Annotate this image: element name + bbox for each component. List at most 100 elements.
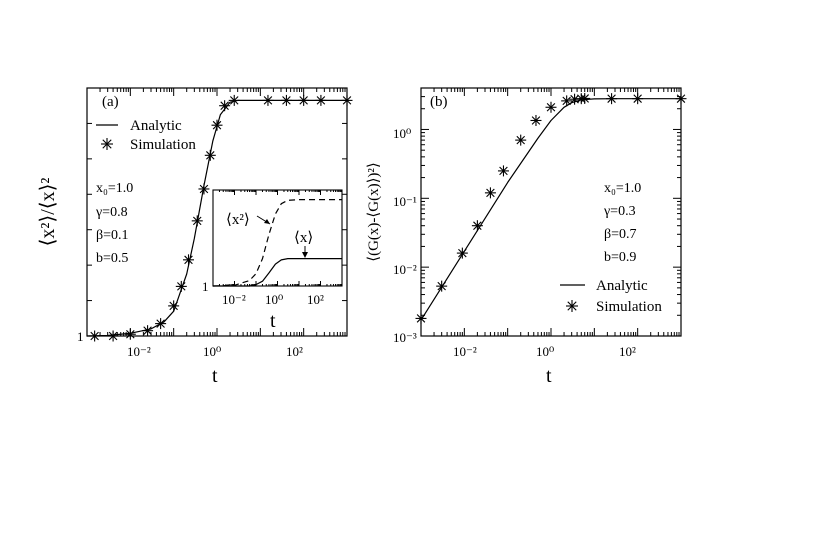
panel-a-series-1-point: [280, 94, 292, 106]
panel-a-param-gamma: γ=0.8: [95, 205, 128, 220]
panel-b-param-gamma: γ=0.3: [603, 204, 636, 219]
panel-a-series-1-point-stroke: [299, 96, 308, 105]
panel-b-xtick-2: 10²: [619, 344, 636, 359]
panel-a: (a) 1 10⁻² 10⁰ 10² t ⟨x²⟩/⟨x⟩² Analytic …: [37, 87, 353, 387]
panel-b-params: x₀=1.0 γ=0.3 β=0.7 b=0.9: [603, 181, 641, 265]
panel-a-param-b: b=0.5: [96, 251, 128, 266]
panel-b-legend-star-stroke: [567, 301, 577, 311]
panel-a-series-1-point-stroke: [90, 331, 99, 341]
panel-a-legend-star-stroke: [102, 139, 112, 149]
panel-a-series-1-point-stroke: [108, 331, 118, 341]
panel-b-series-1-point-stroke: [458, 248, 467, 258]
panel-a-series-1-point: [155, 318, 167, 330]
panel-b-series-1-point-stroke: [416, 314, 426, 323]
panel-b-series-1-point-stroke: [486, 188, 495, 198]
panel-a-ytick-1: 1: [77, 329, 84, 344]
panel-b-param-x0: x₀=1.0: [604, 181, 641, 196]
panel-b-series-1-point: [561, 95, 573, 107]
panel-a-series-1-point: [219, 100, 231, 112]
panel-a-axis-ticks: [86, 88, 348, 336]
panel-a-series-1-point-stroke: [282, 96, 291, 105]
panel-a-series-1-point: [315, 94, 327, 106]
panel-b-legend-simulation: Simulation: [596, 299, 662, 315]
panel-b-series-1-point: [530, 114, 542, 126]
panel-a-param-x0: x₀=1.0: [96, 181, 133, 196]
panel-a-series-1-point-stroke: [342, 96, 352, 105]
panel-a-series-1-point: [341, 94, 353, 106]
panel-a-series-1-point: [107, 330, 119, 342]
inset-arrows: [256, 215, 308, 258]
panel-a-legend-asterisk: [101, 138, 113, 150]
panel-b-series-1-point: [484, 187, 496, 199]
panel-b-series-1-point-stroke: [516, 135, 525, 145]
panel-a-series-1-point-stroke: [192, 216, 202, 226]
panel-b-series-1-point: [497, 165, 509, 177]
panel-b-series-1-point: [569, 93, 581, 105]
panel-a-xtick-0: 10⁻²: [127, 344, 151, 359]
panel-a-ylabel: ⟨x²⟩/⟨x⟩²: [37, 178, 59, 247]
panel-b-series-1-point: [632, 93, 644, 105]
panel-b-series-1-point-stroke: [633, 94, 642, 103]
panel-a-inset-frame: [212, 189, 343, 287]
panel-a-series-1-point: [142, 325, 154, 337]
panel-a-series-1-point-stroke: [220, 101, 229, 110]
panel-a-series-1-point-stroke: [184, 255, 193, 265]
panel-a-param-beta: β=0.1: [96, 228, 129, 243]
panel-b-series-1-point-stroke: [531, 116, 541, 125]
panel-b-series-1-point: [606, 93, 618, 105]
panel-b-ytick-2: 10⁻¹: [393, 194, 417, 209]
panel-b-series-1-point-stroke: [580, 94, 589, 103]
panel-b-series-1-point: [579, 92, 591, 104]
panel-a-inset: 1 10⁻² 10⁰ 10² t ⟨x²⟩ ⟨x⟩: [202, 189, 343, 332]
panel-b-series-1-point-stroke: [499, 166, 508, 176]
panel-b-series-1-point: [675, 93, 687, 105]
panel-b-axis-ticks: [420, 87, 682, 337]
panel-b-series-1-point-stroke: [607, 94, 616, 103]
panel-a-series-1-point-stroke: [126, 329, 135, 339]
panel-a-series-1-point: [89, 330, 101, 342]
panel-b-param-beta: β=0.7: [604, 227, 637, 242]
panel-b-xtick-1: 10⁰: [536, 344, 554, 359]
panel-a-series-1-point: [124, 328, 136, 340]
panel-b-param-b: b=0.9: [604, 250, 636, 265]
panel-a-series-1-point-stroke: [316, 96, 326, 105]
panel-b-series-1-point: [415, 312, 427, 324]
panel-a-xtick-1: 10⁰: [203, 344, 221, 359]
panel-a-series-1-point-stroke: [206, 151, 215, 160]
panel-b-series-1-point: [545, 101, 557, 113]
inset-annotation-x: ⟨x⟩: [294, 230, 313, 246]
panel-b-series-1-point: [515, 134, 527, 146]
panel-a-series-1-point: [168, 300, 180, 312]
inset-xtick-1: 10⁰: [265, 292, 283, 307]
panel-a-params: x₀=1.0 γ=0.8 β=0.1 b=0.5: [95, 181, 133, 266]
panel-a-legend: Analytic Simulation: [96, 118, 196, 153]
panel-b-series-1-point: [471, 220, 483, 232]
panel-a-series-1-point-stroke: [263, 96, 273, 105]
panel-b-series-1-point-stroke: [546, 102, 556, 112]
panel-b-xlabel: t: [546, 365, 552, 387]
panel-b-label: (b): [430, 94, 448, 110]
panel-b-ytick-1: 10⁻²: [393, 262, 417, 277]
inset-series-0-line: [212, 199, 342, 287]
panel-a-series-1-point: [262, 94, 274, 106]
panel-a-series-1-point-stroke: [229, 96, 239, 105]
panel-a-series-1-point: [183, 254, 195, 266]
panel-b-plot-area: [415, 92, 687, 324]
panel-b-series-1-point-stroke: [676, 94, 686, 103]
panel-b: (b) 10⁻³ 10⁻² 10⁻¹ 10⁰ 10⁻² 10⁰ 10² t ⟨(…: [366, 87, 687, 387]
inset-arrowhead-x: [302, 252, 308, 258]
panel-a-series-1-point: [204, 149, 216, 161]
panel-a-label: (a): [102, 94, 119, 110]
panel-a-series-1-point-stroke: [156, 319, 165, 328]
panel-a-series-1-point-stroke: [143, 326, 152, 335]
inset-annotation-x2: ⟨x²⟩: [226, 212, 250, 228]
panel-b-series-1-point-stroke: [473, 221, 482, 230]
panel-b-legend: Analytic Simulation: [560, 278, 662, 315]
inset-xtick-2: 10²: [307, 292, 324, 307]
panel-b-series-1-point-stroke: [562, 96, 571, 106]
panel-b-legend-star: [566, 300, 578, 312]
inset-xtick-0: 10⁻²: [222, 292, 246, 307]
panel-a-series-1-point: [198, 183, 210, 195]
